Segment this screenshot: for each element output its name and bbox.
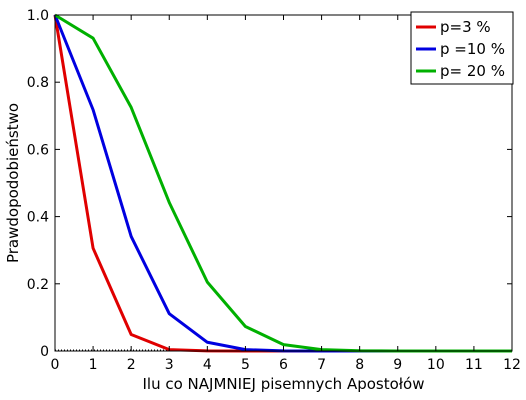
- x-tick-label: 4: [203, 357, 212, 373]
- legend: p=3 % p =10 % p= 20 %: [410, 11, 514, 85]
- y-tick-label: 1.0: [27, 8, 49, 24]
- y-tick-label: 0.4: [27, 210, 49, 226]
- y-tick-label: 0.8: [27, 75, 49, 91]
- x-tick-label: 7: [317, 357, 326, 373]
- x-tick-label: 0: [51, 357, 60, 373]
- y-tick-label: 0: [40, 344, 49, 360]
- x-tick-label: 12: [503, 357, 521, 373]
- x-tick-label: 10: [427, 357, 445, 373]
- x-tick-label: 2: [127, 357, 136, 373]
- x-tick-label: 5: [241, 357, 250, 373]
- legend-label: p= 20 %: [440, 62, 505, 80]
- x-tick-label: 9: [393, 357, 402, 373]
- x-tick-label: 11: [465, 357, 483, 373]
- x-tick-label: 8: [355, 357, 364, 373]
- x-tick-label: 6: [279, 357, 288, 373]
- x-tick-label: 1: [89, 357, 98, 373]
- y-axis-title: Prawdopodobieństwo: [4, 103, 22, 263]
- legend-label: p=3 %: [440, 18, 491, 36]
- x-axis-title: Ilu co NAJMNIEJ pisemnych Apostołów: [142, 375, 424, 393]
- y-tick-label: 0.2: [27, 277, 49, 293]
- x-tick-label: 3: [165, 357, 174, 373]
- y-tick-label: 0.6: [27, 142, 49, 158]
- legend-label: p =10 %: [440, 40, 505, 58]
